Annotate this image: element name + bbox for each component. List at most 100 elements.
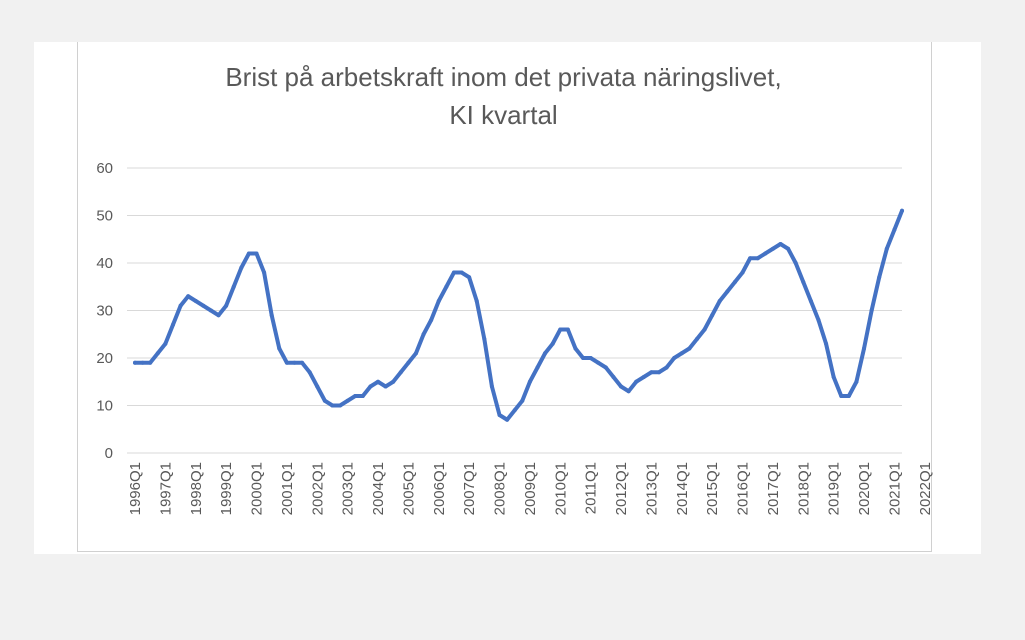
data-point <box>869 308 874 313</box>
data-point <box>710 313 715 318</box>
data-point <box>884 246 889 251</box>
x-tick-label: 2016Q1 <box>735 462 752 515</box>
data-point <box>360 394 365 398</box>
data-point <box>558 327 563 332</box>
data-point <box>824 341 829 346</box>
chart-title-line-2: KI kvartal <box>449 100 558 130</box>
data-point <box>846 394 851 398</box>
y-axis-ticks: 0 10 20 30 40 50 60 <box>96 160 113 462</box>
data-point <box>816 318 821 322</box>
data-point <box>376 379 381 384</box>
data-point <box>193 299 198 303</box>
data-point <box>535 365 540 370</box>
data-point <box>664 365 669 370</box>
data-point <box>459 270 464 275</box>
data-point <box>763 251 768 256</box>
y-tick-label: 0 <box>105 445 113 462</box>
data-point <box>573 346 578 351</box>
data-point <box>672 356 677 360</box>
data-point <box>413 351 418 356</box>
x-tick-label: 2021Q1 <box>886 462 903 515</box>
x-tick-label: 1997Q1 <box>157 462 174 515</box>
y-tick-label: 60 <box>96 160 113 177</box>
data-point <box>656 370 661 375</box>
data-point <box>717 299 722 303</box>
data-point <box>839 394 844 398</box>
data-point <box>505 417 510 422</box>
x-tick-label: 2015Q1 <box>704 462 721 515</box>
data-point <box>740 270 745 275</box>
data-point <box>436 299 441 303</box>
series-points <box>133 208 904 422</box>
gridlines <box>127 167 902 454</box>
data-point <box>474 299 479 303</box>
data-point <box>550 341 555 346</box>
data-point <box>330 403 335 408</box>
chart-title-line-1: Brist på arbetskraft inom det privata nä… <box>225 62 782 92</box>
data-point <box>778 242 783 246</box>
data-point <box>641 375 646 379</box>
data-point <box>269 313 274 318</box>
x-tick-label: 2007Q1 <box>461 462 478 515</box>
x-tick-label: 1996Q1 <box>127 462 144 515</box>
data-point <box>178 303 183 308</box>
data-point <box>588 356 593 360</box>
data-point <box>155 351 160 356</box>
data-point <box>725 289 730 294</box>
data-point <box>603 365 608 370</box>
data-point <box>808 299 813 303</box>
data-point <box>345 398 350 403</box>
data-point <box>687 346 692 351</box>
data-point <box>748 256 753 261</box>
data-point <box>854 379 859 384</box>
data-point <box>163 341 168 346</box>
data-point <box>801 280 806 284</box>
x-tick-label: 2004Q1 <box>370 462 387 515</box>
x-tick-label: 2020Q1 <box>856 462 873 515</box>
x-tick-label: 2019Q1 <box>826 462 843 515</box>
data-point <box>277 346 282 351</box>
x-tick-label: 2008Q1 <box>492 462 509 515</box>
x-tick-label: 2014Q1 <box>674 462 691 515</box>
data-point <box>543 351 548 356</box>
data-point <box>565 327 570 332</box>
y-tick-label: 30 <box>96 303 113 320</box>
data-point <box>262 270 267 275</box>
data-point <box>322 398 327 403</box>
data-point <box>732 280 737 284</box>
data-point <box>444 284 449 289</box>
data-point <box>133 360 137 365</box>
y-tick-label: 40 <box>96 255 113 272</box>
data-point <box>353 394 358 398</box>
data-point <box>482 337 487 341</box>
data-point <box>254 251 259 256</box>
x-tick-label: 2006Q1 <box>431 462 448 515</box>
chart-frame <box>77 42 932 552</box>
data-point <box>246 251 251 256</box>
x-tick-label: 2013Q1 <box>643 462 660 515</box>
data-point <box>786 246 791 251</box>
x-tick-label: 2003Q1 <box>340 462 357 515</box>
data-point <box>467 275 472 280</box>
data-point <box>391 379 396 384</box>
data-point <box>338 403 343 408</box>
chart-title: Brist på arbetskraft inom det privata nä… <box>77 58 930 134</box>
data-point <box>520 398 525 403</box>
series-line <box>133 208 904 422</box>
data-point <box>186 294 191 299</box>
data-point <box>368 384 373 389</box>
data-point <box>793 261 798 265</box>
data-point <box>634 379 639 384</box>
data-point <box>170 322 175 327</box>
data-point <box>300 360 305 365</box>
data-point <box>224 303 229 308</box>
data-point <box>581 356 586 360</box>
data-point <box>315 384 320 389</box>
data-point <box>216 313 221 318</box>
data-point <box>406 360 411 365</box>
data-point <box>626 389 631 394</box>
data-point <box>755 256 760 261</box>
data-point <box>429 318 434 322</box>
x-tick-label: 1999Q1 <box>218 462 235 515</box>
